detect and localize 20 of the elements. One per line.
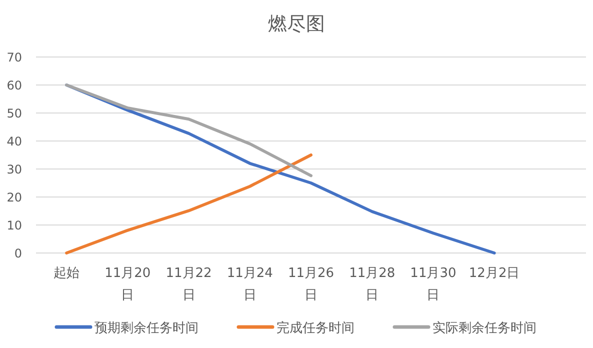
y-tick-label: 70	[6, 50, 22, 64]
x-tick-label: 11月28日	[349, 266, 396, 303]
x-tick-label: 11月20日	[104, 266, 151, 303]
y-tick-label: 40	[6, 134, 22, 148]
x-tick-label: 11月24日	[226, 266, 273, 303]
title: 燃尽图	[268, 13, 325, 35]
y-tick-label: 50	[6, 106, 22, 120]
y-tick-label: 10	[6, 218, 22, 232]
x-tick-label: 起始	[54, 266, 80, 281]
y-tick-label: 20	[6, 190, 22, 204]
x-tick-label: 12月2日	[468, 266, 520, 281]
legend-label: 完成任务时间	[276, 320, 354, 336]
x-tick-label: 11月30日	[410, 266, 456, 303]
y-tick-label: 60	[6, 78, 22, 92]
y-tick-label: 0	[14, 246, 22, 260]
legend-label: 实际剩余任务时间	[432, 321, 536, 336]
legend-label: 预期剩余任务时间	[94, 321, 198, 336]
x-tick-label: 11月22日	[166, 266, 212, 303]
x-tick-label: 11月26日	[288, 266, 334, 303]
y-tick-label: 30	[6, 162, 22, 176]
